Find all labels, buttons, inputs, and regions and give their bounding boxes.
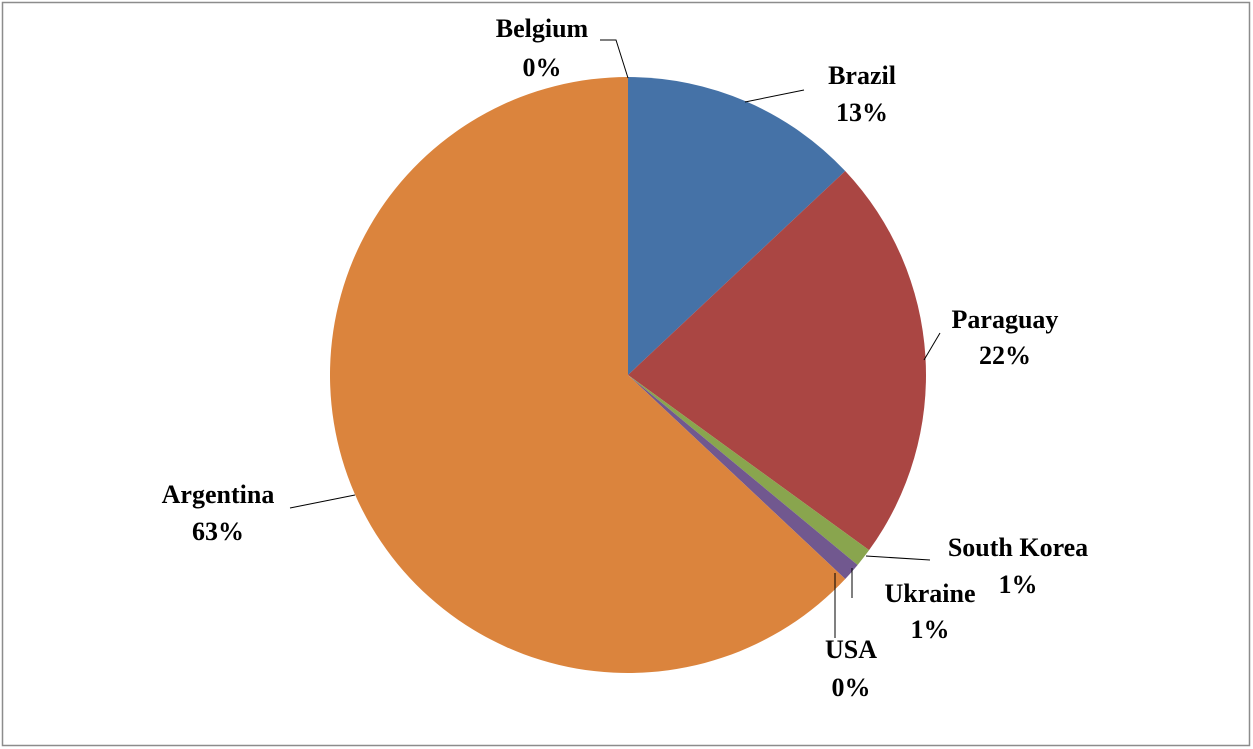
slice-label: Argentina: [162, 480, 275, 509]
slice-label: USA: [825, 635, 877, 664]
slice-label: South Korea: [948, 533, 1088, 562]
slice-label: Belgium: [496, 14, 589, 43]
leader-line: [289, 494, 356, 509]
slice-value-label: 1%: [999, 570, 1038, 599]
slice-label: Ukraine: [885, 579, 976, 608]
pie-slice: [628, 171, 926, 551]
pie-slice: [628, 375, 870, 565]
slice-value-label: 0%: [523, 53, 562, 82]
slice-value-label: 63%: [192, 517, 244, 546]
slice-value-label: 22%: [979, 341, 1031, 370]
leader-line: [923, 332, 941, 361]
pie-slice: [628, 375, 858, 579]
slice-label: Paraguay: [952, 305, 1059, 334]
slice-value-label: 1%: [911, 615, 950, 644]
pie-slice: [628, 77, 846, 375]
slice-label: Brazil: [828, 61, 896, 90]
leader-line: [600, 39, 629, 79]
leader-line: [744, 89, 805, 103]
slice-value-label: 13%: [836, 98, 888, 127]
pie-slice: [330, 77, 846, 673]
leader-line: [865, 555, 931, 561]
slice-value-label: 0%: [832, 673, 871, 702]
